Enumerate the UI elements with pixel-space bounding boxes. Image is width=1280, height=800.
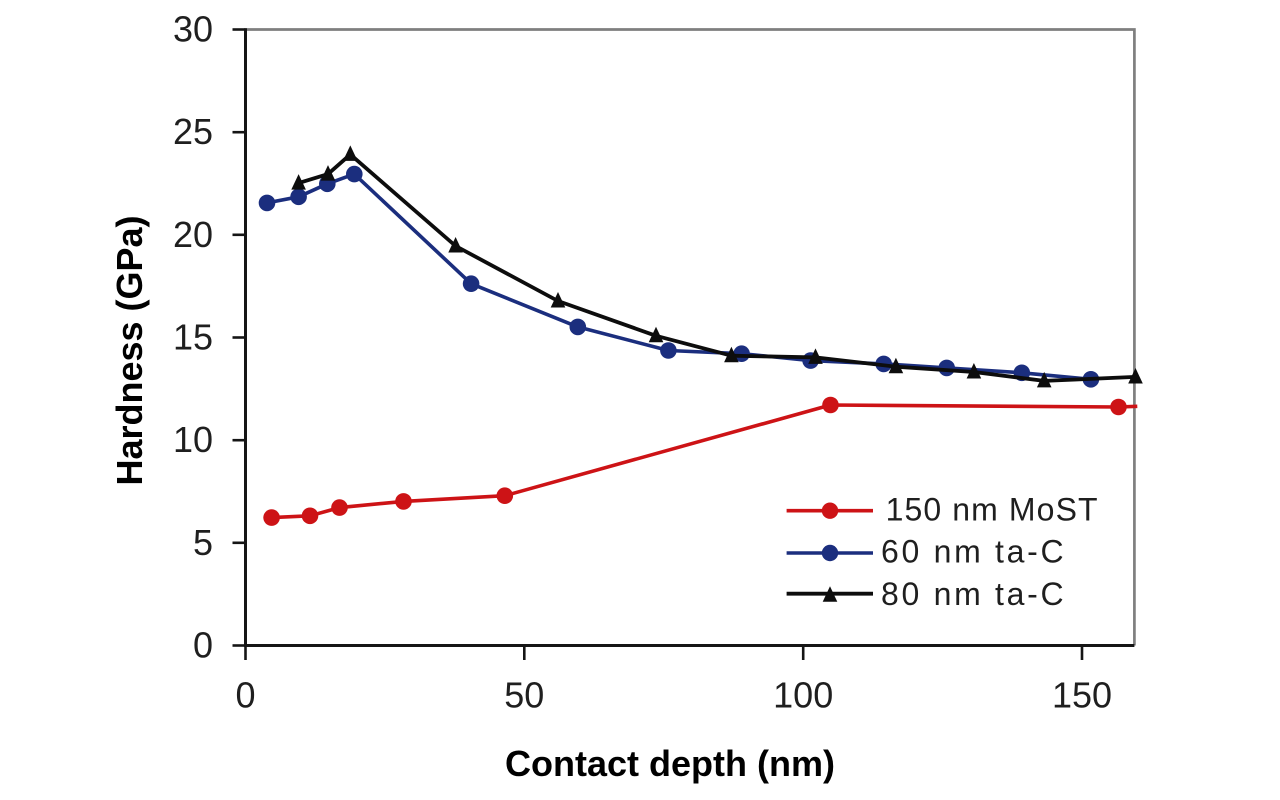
svg-text:10: 10	[173, 419, 213, 460]
svg-text:15: 15	[173, 317, 213, 358]
svg-text:100: 100	[773, 675, 833, 716]
svg-text:20: 20	[173, 214, 213, 255]
svg-text:150: 150	[1052, 675, 1112, 716]
svg-text:60 nm ta-C: 60 nm ta-C	[881, 533, 1066, 569]
svg-text:150 nm MoST: 150 nm MoST	[886, 491, 1099, 527]
svg-text:Contact depth (nm): Contact depth (nm)	[505, 743, 835, 784]
svg-text:30: 30	[173, 9, 213, 50]
svg-text:50: 50	[504, 675, 544, 716]
svg-text:0: 0	[193, 625, 213, 666]
svg-text:0: 0	[235, 675, 255, 716]
svg-text:5: 5	[193, 522, 213, 563]
svg-text:25: 25	[173, 111, 213, 152]
svg-text:Hardness (GPa): Hardness (GPa)	[109, 215, 150, 485]
svg-text:80 nm ta-C: 80 nm ta-C	[881, 576, 1066, 612]
